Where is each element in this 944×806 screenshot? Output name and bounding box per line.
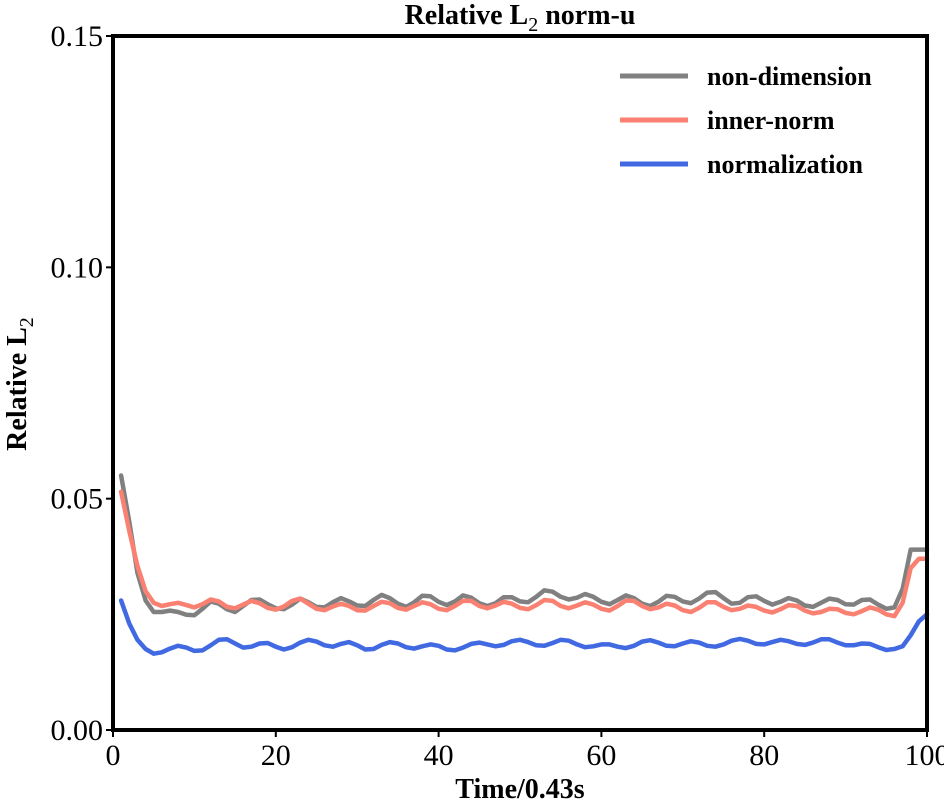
chart-title: Relative L2 norm-u <box>405 0 636 36</box>
series-line-inner-norm <box>121 492 927 617</box>
y-axis-label: Relative L2 <box>2 317 38 451</box>
chart-title-main: Relative L <box>405 0 529 31</box>
chart-title-suffix: norm-u <box>538 0 635 31</box>
plot-frame <box>113 36 927 730</box>
x-tick-label: 100 <box>905 739 944 772</box>
y-axis-ticks: 0.00 0.05 0.10 0.15 <box>51 20 114 747</box>
line-chart: Relative L2 norm-u Relative L2 Time/0.43… <box>0 0 944 806</box>
legend-label-inner-norm: inner-norm <box>707 106 835 135</box>
x-tick-label: 0 <box>106 739 121 772</box>
x-tick-label: 40 <box>424 739 454 772</box>
y-axis-label-subscript: 2 <box>16 317 38 327</box>
x-axis-ticks: 0 20 40 60 80 100 <box>106 730 944 772</box>
y-tick-label: 0.15 <box>51 20 104 53</box>
y-tick-label: 0.10 <box>51 251 104 284</box>
x-tick-label: 80 <box>749 739 779 772</box>
legend: non-dimension inner-norm normalization <box>620 62 872 179</box>
legend-label-normalization: normalization <box>707 150 864 179</box>
y-tick-label: 0.05 <box>51 483 104 516</box>
x-tick-label: 60 <box>586 739 616 772</box>
chart-title-subscript: 2 <box>528 14 538 36</box>
y-tick-label: 0.00 <box>51 714 104 747</box>
y-axis-label-main: Relative L <box>2 327 33 451</box>
series-layer <box>121 476 927 654</box>
x-axis-label: Time/0.43s <box>455 774 584 805</box>
x-tick-label: 20 <box>261 739 291 772</box>
series-line-non-dimension <box>121 476 927 616</box>
legend-label-non-dimension: non-dimension <box>707 62 872 91</box>
